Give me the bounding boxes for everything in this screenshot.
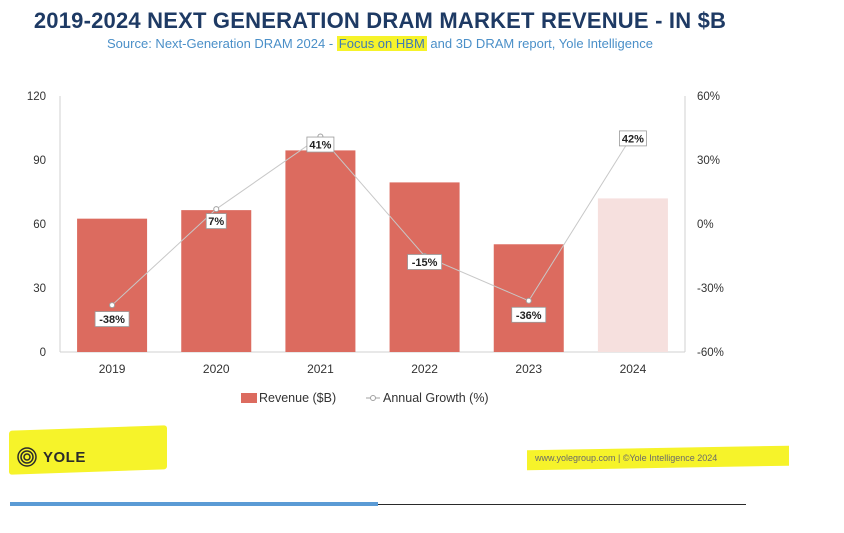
revenue-bar [285,150,356,352]
growth-label-box [619,130,647,147]
y-tick-right: -30% [697,283,724,295]
growth-line [111,134,634,306]
x-tick-label: 2019 [99,362,126,376]
growth-label-text: -36% [516,310,542,322]
y-tick-left: 90 [33,155,46,167]
growth-label-text: 41% [309,140,331,152]
subtitle-highlight: Focus on HBM [336,36,427,51]
footer-divider [10,504,746,505]
legend-marker-growth [370,395,376,401]
growth-point [525,297,532,304]
chart-title: 2019-2024 NEXT GENERATION DRAM MARKET RE… [33,8,727,33]
legend-label-revenue: Revenue ($B) [259,391,336,405]
x-tick-label: 2020 [203,362,230,376]
growth-label-box [511,306,547,323]
yole-logo-icon [17,447,37,467]
y-tick-left: 120 [27,91,46,103]
subtitle-prefix: Source: Next-Generation DRAM 2024 - [107,36,337,51]
growth-label: -15% [407,254,442,270]
revenue-bar [181,210,252,352]
growth-label: -38% [94,311,130,327]
growth-label: 41% [306,136,335,153]
subtitle-suffix: and 3D DRAM report, Yole Intelligence [426,36,653,51]
y-tick-left: 60 [33,219,46,231]
y-tick-right: -60% [697,347,724,359]
footer-copyright: www.yolegroup.com | ©Yole Intelligence 2… [535,453,718,463]
growth-point [213,206,220,213]
footer-accent-bar [10,502,378,506]
growth-point [109,302,116,309]
y-tick-right: 0% [697,219,714,231]
growth-label-text: -38% [99,314,125,326]
growth-label-text: 7% [208,216,224,228]
x-tick-label: 2024 [620,362,647,376]
revenue-bar [77,218,148,352]
y-tick-right: 60% [697,91,720,103]
x-tick-label: 2022 [411,362,438,376]
chart-area: -38% 7% 41% -15% -36% 42% 0 30 60 90 120 -60% -30% 0… [27,91,724,405]
x-tick-label: 2023 [515,362,542,376]
growth-label: 42% [619,130,647,147]
revenue-bar [597,198,668,352]
yole-logo: YOLE [15,446,86,468]
growth-label-box [94,311,130,327]
growth-label-box [205,213,227,229]
legend-label-growth: Annual Growth (%) [383,391,489,405]
growth-label-box [407,254,442,270]
growth-label-text: -15% [412,257,438,269]
chart-subtitle: Source: Next-Generation DRAM 2024 - Focu… [0,36,760,51]
logo-text: YOLE [43,448,86,466]
growth-label: -36% [511,306,547,323]
growth-label: 7% [205,213,227,229]
growth-label-text: 42% [622,133,644,145]
y-tick-left: 0 [40,347,46,359]
growth-label-box [306,136,335,153]
y-tick-left: 30 [33,283,46,295]
legend-swatch-revenue [241,393,257,403]
y-tick-right: 30% [697,155,720,167]
x-tick-label: 2021 [307,362,334,376]
